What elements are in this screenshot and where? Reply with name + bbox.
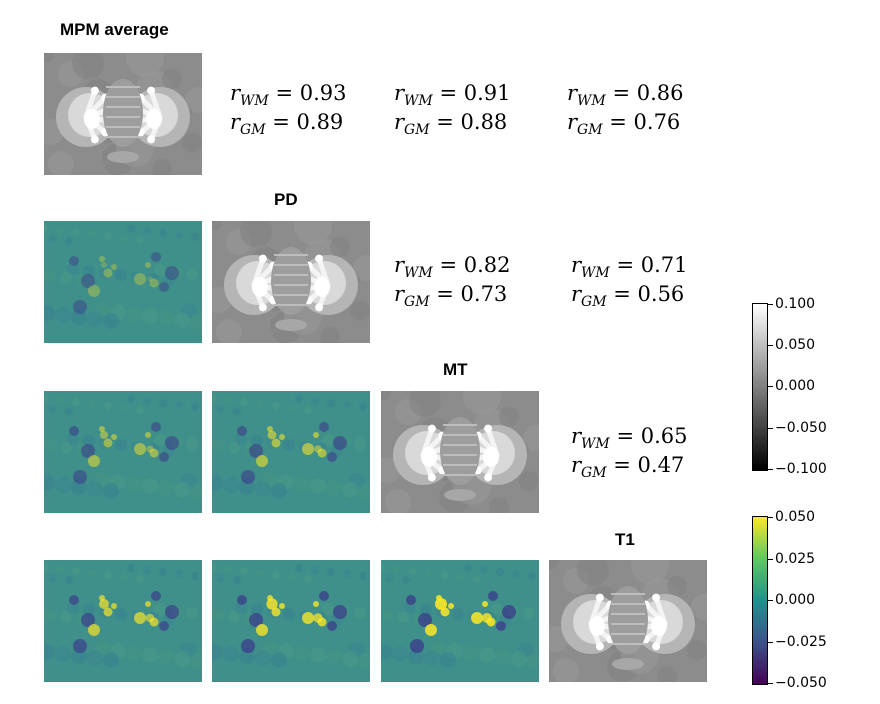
correlation-average-vs-pd: rWM = 0.93 rGM = 0.89 xyxy=(230,81,347,138)
r-gm-value: 0.89 xyxy=(296,110,344,134)
brain-image-mpm-average xyxy=(44,53,202,175)
title-t1: T1 xyxy=(615,530,635,549)
diff-map-mt-vs-average xyxy=(44,391,202,513)
diff-map-t1-vs-average xyxy=(44,560,202,682)
brain-image-mt xyxy=(381,391,539,513)
colorbar-viridis-tick-label: −0.050 xyxy=(775,675,827,691)
colorbar-gray-tick xyxy=(767,345,773,346)
r-gm-value: 0.56 xyxy=(637,282,685,306)
correlation-pd-vs-mt: rWM = 0.82 rGM = 0.73 xyxy=(394,253,511,310)
r-wm-value: 0.91 xyxy=(463,81,511,105)
r-wm-value: 0.65 xyxy=(640,424,688,448)
colorbar-gray-tick-label: −0.100 xyxy=(775,461,827,477)
title-mpm-average: MPM average xyxy=(60,20,169,39)
colorbar-gray-tick-label: 0.050 xyxy=(775,337,816,353)
title-pd: PD xyxy=(274,190,298,209)
colorbar-viridis-tick xyxy=(767,683,773,684)
r-gm-value: 0.76 xyxy=(633,110,681,134)
colorbar-gray-tick xyxy=(767,304,773,305)
title-mt: MT xyxy=(443,360,468,379)
diff-map-t1-vs-mt xyxy=(381,560,539,682)
colorbar-gray-tick-label: 0.100 xyxy=(775,296,816,312)
colorbar-gray xyxy=(752,303,768,471)
colorbar-viridis-tick xyxy=(767,559,773,560)
colorbar-viridis-tick-label: 0.000 xyxy=(775,592,816,608)
r-wm-value: 0.86 xyxy=(636,81,684,105)
brain-image-pd xyxy=(212,221,370,343)
r-gm-value: 0.73 xyxy=(460,282,508,306)
diff-map-t1-vs-pd xyxy=(212,560,370,682)
r-gm-value: 0.88 xyxy=(460,110,508,134)
diff-map-mt-vs-pd xyxy=(212,391,370,513)
colorbar-gray-tick xyxy=(767,386,773,387)
colorbar-viridis-tick-label: −0.025 xyxy=(775,634,827,650)
colorbar-gray-tick xyxy=(767,469,773,470)
correlation-mt-vs-t1: rWM = 0.65 rGM = 0.47 xyxy=(571,424,688,481)
diff-map-pd-vs-average xyxy=(44,221,202,343)
correlation-pd-vs-t1: rWM = 0.71 rGM = 0.56 xyxy=(571,253,688,310)
r-gm-value: 0.47 xyxy=(637,453,685,477)
colorbar-gray-tick-label: 0.000 xyxy=(775,378,816,394)
r-wm-value: 0.71 xyxy=(640,253,688,277)
colorbar-viridis-tick-label: 0.050 xyxy=(775,509,816,525)
colorbar-viridis-tick xyxy=(767,517,773,518)
correlation-average-vs-t1: rWM = 0.86 rGM = 0.76 xyxy=(567,81,684,138)
colorbar-viridis-tick xyxy=(767,600,773,601)
brain-image-t1 xyxy=(549,560,707,682)
colorbar-gray-tick xyxy=(767,428,773,429)
colorbar-gray-tick-label: −0.050 xyxy=(775,420,827,436)
correlation-average-vs-mt: rWM = 0.91 rGM = 0.88 xyxy=(394,81,511,138)
colorbar-viridis-tick xyxy=(767,642,773,643)
colorbar-viridis xyxy=(752,516,768,685)
r-wm-value: 0.93 xyxy=(299,81,347,105)
r-wm-value: 0.82 xyxy=(463,253,511,277)
colorbar-viridis-tick-label: 0.025 xyxy=(775,551,816,567)
